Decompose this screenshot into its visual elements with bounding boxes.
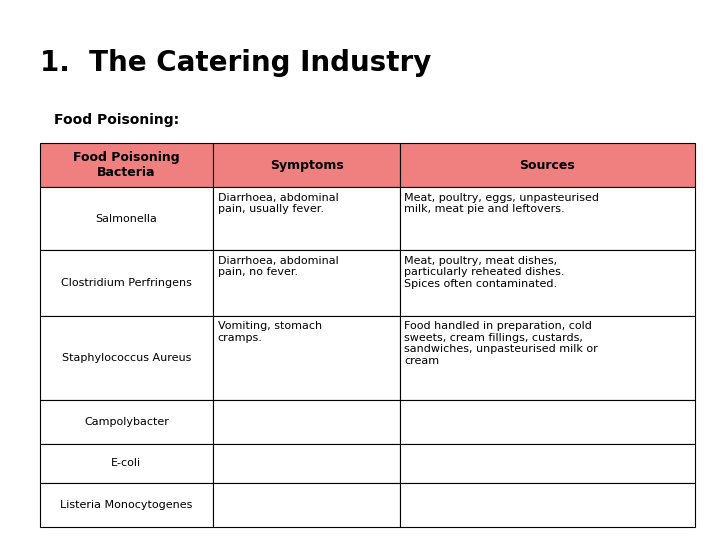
Bar — [213, 143, 400, 187]
Bar — [40, 401, 213, 444]
Bar — [40, 444, 213, 483]
Text: Food Poisoning
Bacteria: Food Poisoning Bacteria — [73, 151, 180, 179]
Bar — [213, 444, 400, 483]
Text: Salmonella: Salmonella — [96, 214, 158, 224]
Text: Clostridium Perfringens: Clostridium Perfringens — [61, 278, 192, 288]
Bar — [40, 143, 213, 187]
Bar — [400, 444, 695, 483]
Bar — [213, 187, 400, 250]
Bar — [400, 316, 695, 401]
Bar — [213, 250, 400, 316]
Text: Meat, poultry, eggs, unpasteurised
milk, meat pie and leftovers.: Meat, poultry, eggs, unpasteurised milk,… — [405, 193, 599, 214]
Text: Staphylococcus Aureus: Staphylococcus Aureus — [62, 353, 191, 363]
Bar — [400, 143, 695, 187]
Text: Diarrhoea, abdominal
pain, usually fever.: Diarrhoea, abdominal pain, usually fever… — [217, 193, 338, 214]
Bar — [40, 316, 213, 401]
Text: 1.  The Catering Industry: 1. The Catering Industry — [40, 49, 431, 77]
Bar — [40, 483, 213, 526]
Text: Campolybacter: Campolybacter — [84, 417, 169, 427]
Text: Listeria Monocytogenes: Listeria Monocytogenes — [60, 500, 193, 510]
Bar — [400, 401, 695, 444]
Text: Sources: Sources — [520, 159, 575, 172]
Text: Food Poisoning:: Food Poisoning: — [54, 113, 179, 127]
Text: Symptoms: Symptoms — [270, 159, 343, 172]
Bar — [40, 187, 213, 250]
Bar — [40, 250, 213, 316]
Bar — [213, 316, 400, 401]
Text: E-coli: E-coli — [112, 458, 141, 469]
Text: Food handled in preparation, cold
sweets, cream fillings, custards,
sandwiches, : Food handled in preparation, cold sweets… — [405, 321, 598, 366]
Bar — [213, 401, 400, 444]
Text: Meat, poultry, meat dishes,
particularly reheated dishes.
Spices often contamina: Meat, poultry, meat dishes, particularly… — [405, 255, 564, 289]
Bar — [400, 483, 695, 526]
Bar — [400, 187, 695, 250]
Bar — [213, 483, 400, 526]
Text: Diarrhoea, abdominal
pain, no fever.: Diarrhoea, abdominal pain, no fever. — [217, 255, 338, 277]
Bar — [400, 250, 695, 316]
Text: Vomiting, stomach
cramps.: Vomiting, stomach cramps. — [217, 321, 322, 343]
